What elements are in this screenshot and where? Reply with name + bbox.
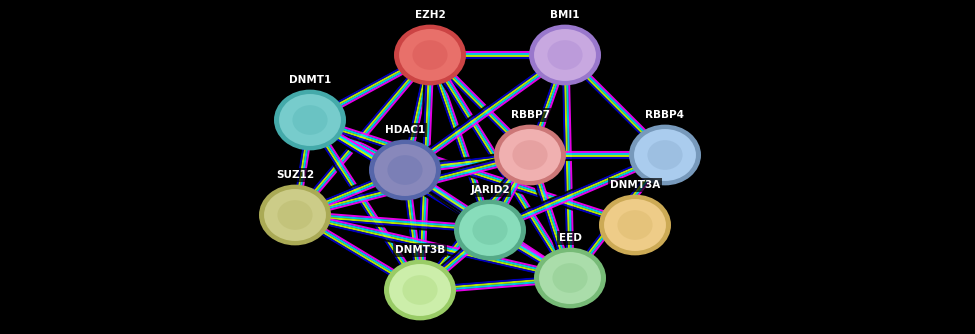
Ellipse shape xyxy=(403,275,438,305)
Text: DNMT1: DNMT1 xyxy=(289,75,332,85)
Text: DNMT3A: DNMT3A xyxy=(610,180,660,190)
Ellipse shape xyxy=(454,200,526,261)
Ellipse shape xyxy=(553,263,588,293)
Ellipse shape xyxy=(412,40,448,70)
Text: RBBP4: RBBP4 xyxy=(645,110,684,120)
Ellipse shape xyxy=(538,251,602,305)
Text: EZH2: EZH2 xyxy=(414,10,446,20)
Ellipse shape xyxy=(629,125,701,185)
Ellipse shape xyxy=(547,40,583,70)
Ellipse shape xyxy=(398,28,462,82)
Ellipse shape xyxy=(388,263,452,317)
Ellipse shape xyxy=(633,128,697,182)
Ellipse shape xyxy=(278,200,313,230)
Ellipse shape xyxy=(533,28,597,82)
Text: HDAC1: HDAC1 xyxy=(385,125,425,135)
Ellipse shape xyxy=(494,125,566,185)
Ellipse shape xyxy=(534,247,606,308)
Ellipse shape xyxy=(394,25,466,86)
Ellipse shape xyxy=(387,155,422,185)
Ellipse shape xyxy=(458,203,522,257)
Ellipse shape xyxy=(259,185,331,245)
Ellipse shape xyxy=(498,128,562,182)
Ellipse shape xyxy=(274,90,346,150)
Text: RBBP7: RBBP7 xyxy=(511,110,550,120)
Ellipse shape xyxy=(617,210,652,240)
Text: SUZ12: SUZ12 xyxy=(276,170,314,180)
Ellipse shape xyxy=(599,195,671,256)
Text: EED: EED xyxy=(559,233,581,243)
Ellipse shape xyxy=(473,215,508,245)
Text: BMI1: BMI1 xyxy=(550,10,580,20)
Ellipse shape xyxy=(529,25,601,86)
Ellipse shape xyxy=(278,93,342,147)
Ellipse shape xyxy=(292,105,328,135)
Ellipse shape xyxy=(647,140,682,170)
Text: DNMT3B: DNMT3B xyxy=(395,245,446,255)
Text: JARID2: JARID2 xyxy=(470,185,510,195)
Ellipse shape xyxy=(384,260,456,320)
Ellipse shape xyxy=(263,188,327,242)
Ellipse shape xyxy=(603,198,667,252)
Ellipse shape xyxy=(373,143,437,197)
Ellipse shape xyxy=(513,140,548,170)
Ellipse shape xyxy=(369,140,441,200)
